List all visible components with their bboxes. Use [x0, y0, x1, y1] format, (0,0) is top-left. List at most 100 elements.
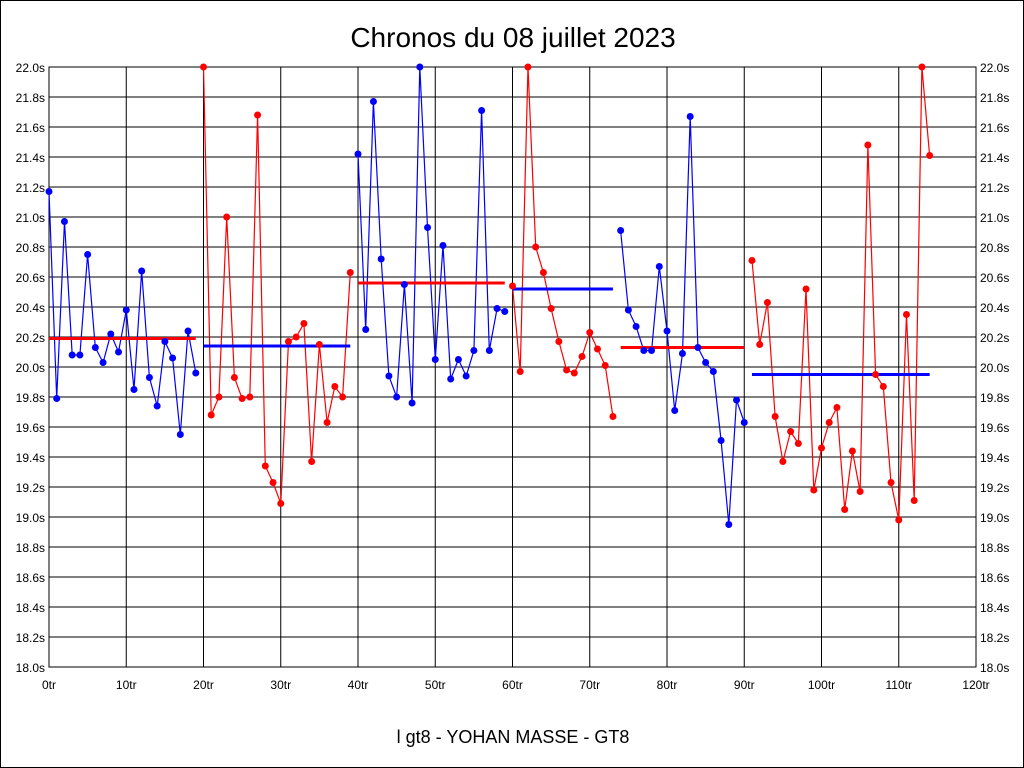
series-line: [620, 116, 745, 525]
data-point: [547, 305, 555, 312]
series-session-1: [45, 188, 200, 438]
data-point: [787, 428, 795, 435]
data-point: [462, 372, 470, 380]
data-point: [624, 306, 632, 314]
data-point: [609, 413, 617, 420]
data-point: [377, 255, 385, 263]
y-tick-label-right: 21.2s: [980, 181, 1009, 195]
data-point: [640, 347, 648, 354]
data-point: [207, 411, 215, 419]
y-tick-label-left: 20.8s: [16, 241, 45, 255]
x-tick-label: 80tr: [657, 678, 678, 692]
x-tick-label: 120tr: [962, 678, 989, 692]
data-point: [663, 327, 671, 335]
y-tick-label-right: 20.4s: [980, 301, 1009, 315]
y-tick-label-left: 19.2s: [16, 481, 45, 495]
data-point: [315, 341, 323, 348]
data-point: [926, 152, 934, 159]
data-point: [825, 419, 833, 426]
data-point: [300, 320, 308, 327]
data-point: [130, 386, 138, 393]
data-point: [454, 356, 462, 363]
y-tick-label-left: 20.2s: [16, 331, 45, 345]
data-point: [702, 359, 710, 366]
x-tick-label: 50tr: [425, 678, 446, 692]
y-tick-label-right: 21.6s: [980, 121, 1009, 135]
data-point: [485, 347, 493, 354]
y-tick-label-left: 21.6s: [16, 121, 45, 135]
data-point: [261, 462, 269, 470]
data-point: [655, 263, 663, 270]
data-point: [578, 353, 586, 360]
data-point: [45, 188, 53, 195]
x-tick-label: 90tr: [734, 678, 755, 692]
data-point: [686, 113, 694, 120]
data-point: [733, 396, 741, 404]
y-tick-label-left: 18.6s: [16, 571, 45, 585]
data-point: [501, 308, 509, 315]
y-tick-label-left: 19.4s: [16, 451, 45, 465]
y-tick-label-left: 18.8s: [16, 541, 45, 555]
data-point: [601, 362, 609, 369]
y-tick-label-right: 18.6s: [980, 571, 1009, 585]
series-line: [48, 191, 197, 435]
data-point: [895, 516, 903, 524]
plot-border: [48, 66, 977, 668]
x-tick-label: 20tr: [193, 678, 214, 692]
data-point: [632, 323, 640, 330]
y-tick-label-right: 18.4s: [980, 601, 1009, 615]
y-tick-label-right: 20.0s: [980, 361, 1009, 375]
data-point: [509, 282, 516, 290]
data-point: [176, 431, 184, 438]
y-axis-ticks: 18.0s 18.0s 18.2s 18.2s 18.4s 18.4s 18.6s 18.6s…: [16, 61, 1010, 675]
data-point: [223, 213, 231, 221]
series-session-3: [354, 63, 509, 407]
data-point: [254, 111, 262, 119]
data-point: [246, 393, 254, 401]
data-point: [439, 242, 447, 249]
data-point: [516, 368, 524, 375]
y-tick-label-right: 19.8s: [980, 391, 1009, 405]
data-point: [447, 375, 455, 383]
x-tick-label: 40tr: [348, 678, 369, 692]
data-point: [393, 393, 401, 401]
y-tick-label-right: 20.8s: [980, 241, 1009, 255]
y-tick-label-left: 21.2s: [16, 181, 45, 195]
data-point: [230, 374, 238, 381]
data-point: [91, 344, 99, 351]
data-point: [145, 374, 153, 381]
data-point: [802, 285, 810, 293]
x-tick-label: 30tr: [270, 678, 291, 692]
series-session-5: [617, 113, 748, 528]
data-point: [856, 488, 864, 495]
data-point: [269, 479, 277, 486]
y-tick-label-right: 21.0s: [980, 211, 1009, 225]
series-line: [202, 66, 351, 504]
series-session-4: [509, 63, 617, 420]
data-point: [833, 404, 841, 411]
data-point: [277, 500, 285, 507]
y-tick-label-left: 22.0s: [16, 61, 45, 75]
data-point: [879, 383, 887, 390]
x-axis-ticks: 0tr 10tr 20tr 30tr 40tr 50tr 60tr 70tr 80tr 90tr 1…: [42, 678, 990, 692]
y-tick-label-right: 19.6s: [980, 421, 1009, 435]
data-point: [763, 299, 771, 306]
data-point: [841, 506, 849, 513]
data-point: [872, 371, 880, 378]
data-point: [593, 345, 601, 353]
x-tick-label: 60tr: [502, 678, 523, 692]
data-point: [153, 402, 161, 410]
data-point: [748, 257, 756, 264]
data-point: [76, 351, 84, 359]
data-point: [563, 366, 571, 374]
data-point: [138, 267, 146, 275]
grid: [48, 66, 977, 668]
y-tick-label-right: 19.0s: [980, 511, 1009, 525]
data-point: [200, 63, 207, 71]
data-point: [68, 351, 76, 359]
data-point: [331, 383, 339, 390]
data-point: [740, 419, 748, 426]
data-point: [617, 227, 625, 234]
